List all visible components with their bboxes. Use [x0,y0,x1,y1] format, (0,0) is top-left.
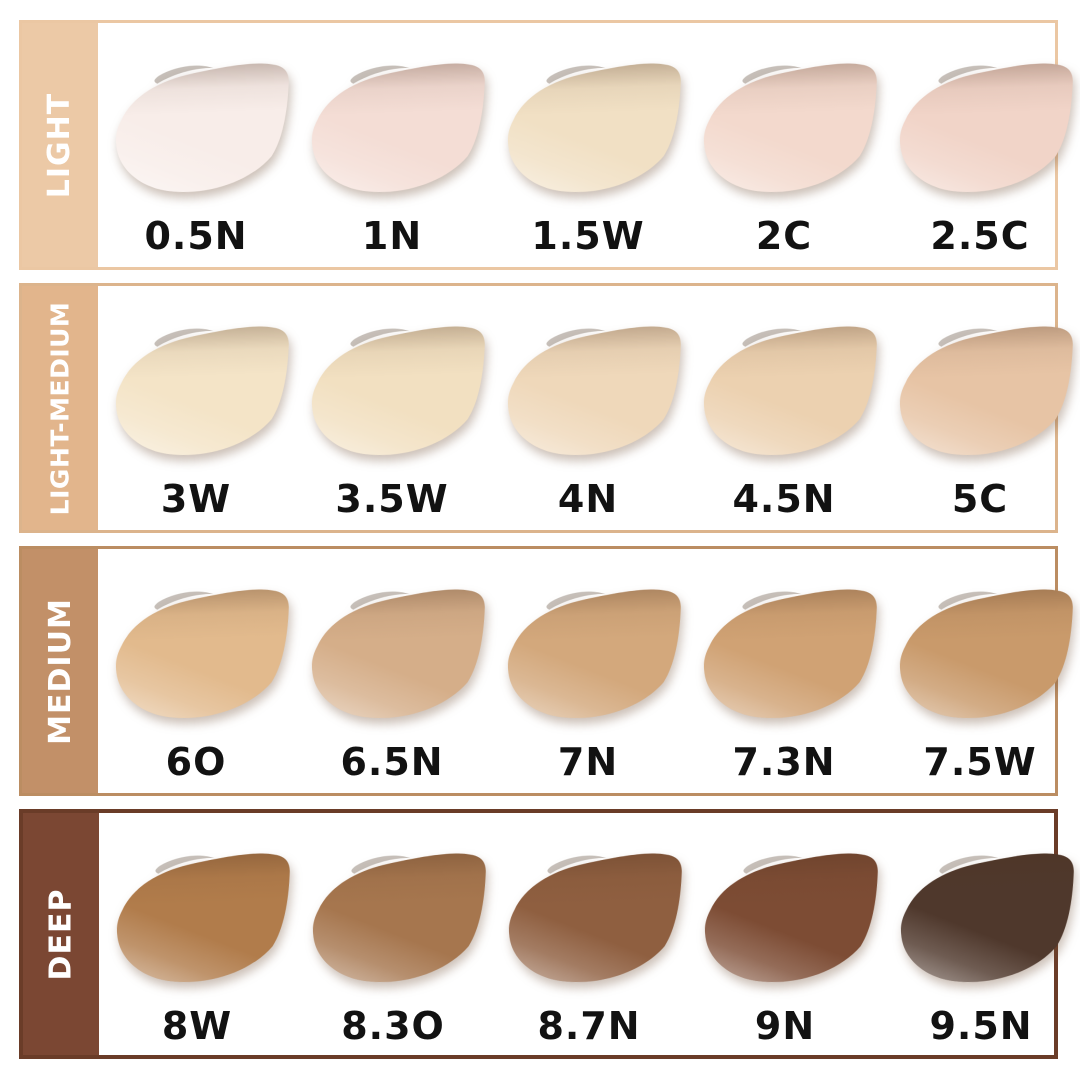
row-sidebar-light: LIGHT [22,23,98,267]
foundation-smear-swatch [114,852,294,985]
foundation-smear-swatch [113,588,293,721]
shade-cell: 5C [882,286,1078,530]
shade-code-label: 3.5W [335,477,449,521]
swatch-cells: 6O 6.5N 7N [98,549,1078,793]
shade-code-label: 7.3N [732,740,836,784]
row-category-label: DEEP [43,888,79,980]
shade-cell: 4N [490,286,686,530]
foundation-smear-swatch [701,62,881,195]
swatch-cells: 8W 8.3O 8.7N [99,813,1079,1055]
shade-code-label: 6.5N [340,740,444,784]
foundation-smear-swatch [898,852,1078,985]
foundation-shade-chart: LIGHT 0.5N 1N [19,20,1078,1072]
shade-cell: 2C [686,23,882,267]
shade-cell: 8.3O [295,813,491,1055]
shade-cell: 7.5W [882,549,1078,793]
foundation-smear-swatch [505,62,685,195]
shade-code-label: 8.3O [341,1004,445,1048]
shade-cell: 3.5W [294,286,490,530]
foundation-smear-swatch [701,325,881,458]
shade-code-label: 1.5W [531,214,645,258]
shade-code-label: 7.5W [923,740,1037,784]
foundation-smear-swatch [309,588,489,721]
shade-cell: 1.5W [490,23,686,267]
shade-cell: 4.5N [686,286,882,530]
shade-code-label: 4N [557,477,619,521]
swatch-cells: 0.5N 1N 1.5W [98,23,1078,267]
shade-cell: 8W [99,813,295,1055]
shade-code-label: 9N [754,1004,816,1048]
shade-code-label: 5C [951,477,1009,521]
shade-cell: 1N [294,23,490,267]
foundation-smear-swatch [897,588,1077,721]
row-sidebar-deep: DEEP [23,813,99,1055]
swatch-cells: 3W 3.5W 4N [98,286,1078,530]
shade-code-label: 6O [165,740,227,784]
foundation-smear-swatch [897,325,1077,458]
shade-cell: 7N [490,549,686,793]
shade-code-label: 7N [557,740,619,784]
foundation-smear-swatch [309,325,489,458]
shade-row-medium: MEDIUM 6O 6.5N [19,546,1077,796]
foundation-smear-swatch [701,588,881,721]
foundation-smear-swatch [897,62,1077,195]
shade-cell: 8.7N [491,813,687,1055]
shade-code-label: 3W [160,477,232,521]
shade-code-label: 2.5C [930,214,1030,258]
foundation-smear-swatch [310,852,490,985]
shade-cell: 2.5C [882,23,1078,267]
foundation-smear-swatch [506,852,686,985]
row-sidebar-light-medium: LIGHT-MEDIUM [22,286,98,530]
row-category-label: LIGHT-MEDIUM [45,301,75,515]
row-sidebar-medium: MEDIUM [22,549,98,793]
shade-cell: 0.5N [98,23,294,267]
shade-cell: 9.5N [883,813,1079,1055]
shade-row-deep: DEEP 8W 8.3O [19,809,1078,1059]
shade-code-label: 9.5N [929,1004,1033,1048]
shade-row-light-medium: LIGHT-MEDIUM 3W 3.5W [19,283,1077,533]
foundation-smear-swatch [702,852,882,985]
foundation-smear-swatch [309,62,489,195]
shade-code-label: 8.7N [537,1004,641,1048]
shade-code-label: 0.5N [144,214,248,258]
shade-code-label: 8W [161,1004,233,1048]
shade-cell: 9N [687,813,883,1055]
shade-row-light: LIGHT 0.5N 1N [19,20,1077,270]
shade-code-label: 4.5N [732,477,836,521]
shade-cell: 6.5N [294,549,490,793]
foundation-smear-swatch [505,325,685,458]
row-category-label: MEDIUM [42,597,78,745]
foundation-smear-swatch [113,62,293,195]
shade-cell: 7.3N [686,549,882,793]
shade-code-label: 2C [755,214,813,258]
foundation-smear-swatch [505,588,685,721]
shade-cell: 3W [98,286,294,530]
shade-code-label: 1N [361,214,423,258]
foundation-smear-swatch [113,325,293,458]
row-category-label: LIGHT [42,92,78,198]
shade-cell: 6O [98,549,294,793]
